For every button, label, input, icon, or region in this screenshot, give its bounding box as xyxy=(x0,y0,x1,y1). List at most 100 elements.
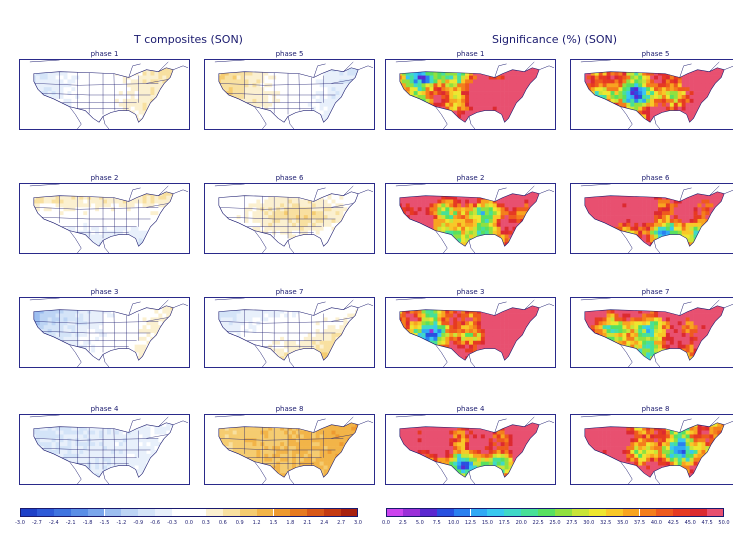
panel-title: phase 6 xyxy=(275,174,304,182)
temperature-colorbar-tick-label: -1.8 xyxy=(82,520,93,526)
state-borders xyxy=(218,195,354,239)
significance-colorbar-segment xyxy=(487,508,505,517)
significance-panel: phase 4 xyxy=(385,405,556,485)
temperature-colorbar-tick-label: 2.7 xyxy=(337,520,346,526)
field-cells xyxy=(399,191,540,247)
temperature-panel: phase 4 xyxy=(19,405,190,485)
neighbor-coastlines xyxy=(29,298,189,367)
temperature-colorbar-segment xyxy=(256,508,274,517)
map-frame xyxy=(385,183,556,254)
significance-colorbar-frame xyxy=(386,508,724,517)
temperature-colorbar-segment xyxy=(172,508,189,517)
map-frame xyxy=(570,297,733,368)
temperature-colorbar-segment xyxy=(273,508,291,517)
significance-colorbar-tick-label: 12.5 xyxy=(464,520,477,526)
significance-colorbar-segment xyxy=(453,508,471,517)
significance-panel: phase 3 xyxy=(385,288,556,368)
panel-title: phase 3 xyxy=(90,288,119,296)
panel-title: phase 4 xyxy=(456,405,485,413)
panel-title: phase 1 xyxy=(456,50,485,58)
significance-colorbar-tick-label: 35.0 xyxy=(617,520,629,526)
temperature-colorbar-tick-label: -1.5 xyxy=(99,520,110,526)
map-frame xyxy=(385,297,556,368)
temperature-panel: phase 1 xyxy=(19,50,190,130)
significance-colorbar-segment xyxy=(504,508,522,517)
significance-colorbar-segment xyxy=(639,508,657,517)
map-frame xyxy=(204,414,375,485)
significance-map xyxy=(395,415,555,484)
significance-map xyxy=(580,415,733,484)
field-cells xyxy=(399,67,540,123)
significance-colorbar-segment xyxy=(707,508,724,517)
significance-colorbar-tick-label: 40.0 xyxy=(650,520,662,526)
temperature-map xyxy=(29,415,189,484)
field-cells xyxy=(33,422,174,478)
significance-map xyxy=(580,298,733,367)
temperature-panel: phase 3 xyxy=(19,288,190,368)
map-frame xyxy=(204,183,375,254)
neighbor-coastlines xyxy=(395,60,555,129)
temperature-colorbar-tick-label: 0.0 xyxy=(185,520,193,526)
neighbor-coastlines xyxy=(395,184,555,253)
field-cells xyxy=(399,305,540,361)
significance-panel: phase 6 xyxy=(570,174,733,254)
significance-colorbar-segment xyxy=(521,508,539,517)
significance-colorbar-segment xyxy=(622,508,640,517)
panel-title: phase 1 xyxy=(90,50,119,58)
field-cells xyxy=(33,305,174,361)
significance-map xyxy=(395,60,555,129)
significance-panel: phase 8 xyxy=(570,405,733,485)
temperature-colorbar-segment xyxy=(189,508,206,517)
map-frame xyxy=(385,59,556,130)
temperature-colorbar-tick-label: -2.1 xyxy=(65,520,76,526)
temperature-map xyxy=(214,184,374,253)
temperature-colorbar-tick-label: -0.3 xyxy=(167,520,177,526)
significance-colorbar-segment xyxy=(555,508,572,517)
neighbor-coastlines xyxy=(29,60,189,129)
significance-panel: phase 7 xyxy=(570,288,733,368)
significance-colorbar-segment xyxy=(470,508,488,517)
state-borders xyxy=(33,195,169,239)
field-cells xyxy=(218,305,359,361)
significance-colorbar-segment xyxy=(605,508,623,517)
neighbor-coastlines xyxy=(214,415,374,484)
temperature-colorbar-segment xyxy=(222,508,240,517)
neighbor-coastlines xyxy=(580,60,733,129)
temperature-colorbar-tick-label: 2.1 xyxy=(303,520,312,526)
temperature-map xyxy=(29,184,189,253)
significance-colorbar-segment xyxy=(419,508,437,517)
temperature-panel: phase 5 xyxy=(204,50,375,130)
temperature-panel: phase 7 xyxy=(204,288,375,368)
temperature-map xyxy=(214,60,374,129)
temperature-colorbar-tick-label: -2.7 xyxy=(32,520,42,526)
panel-title: phase 5 xyxy=(641,50,670,58)
neighbor-coastlines xyxy=(580,184,733,253)
field-cells xyxy=(218,67,359,123)
neighbor-coastlines xyxy=(395,298,555,367)
significance-colorbar-segment xyxy=(656,508,674,517)
temperature-panel: phase 2 xyxy=(19,174,190,254)
temperature-colorbar-tick-label: -3.0 xyxy=(15,520,25,526)
map-frame xyxy=(570,414,733,485)
map-frame xyxy=(385,414,556,485)
neighbor-coastlines xyxy=(214,60,374,129)
significance-colorbar-tick-label: 32.5 xyxy=(600,520,612,526)
significance-colorbar-segment xyxy=(402,508,420,517)
significance-colorbar-segment xyxy=(538,508,555,517)
temperature-colorbar-segment xyxy=(104,508,122,517)
temperature-colorbar-segment xyxy=(87,508,105,517)
significance-colorbar-tick-label: 0.0 xyxy=(382,520,390,526)
significance-colorbar-tick-label: 47.5 xyxy=(701,520,713,526)
field-cells xyxy=(218,191,359,247)
panel-title: phase 7 xyxy=(275,288,304,296)
field-cells xyxy=(33,191,174,247)
significance-colorbar-tick-label: 45.0 xyxy=(684,520,696,526)
significance-panel: phase 5 xyxy=(570,50,733,130)
map-frame xyxy=(204,297,375,368)
map-frame xyxy=(570,183,733,254)
significance-colorbar-tick-label: 50.0 xyxy=(718,520,730,526)
panel-title: phase 2 xyxy=(456,174,485,182)
temperature-colorbar-tick-label: 0.3 xyxy=(201,520,210,526)
temperature-colorbar-segment xyxy=(341,508,358,517)
panel-title: phase 4 xyxy=(90,405,119,413)
